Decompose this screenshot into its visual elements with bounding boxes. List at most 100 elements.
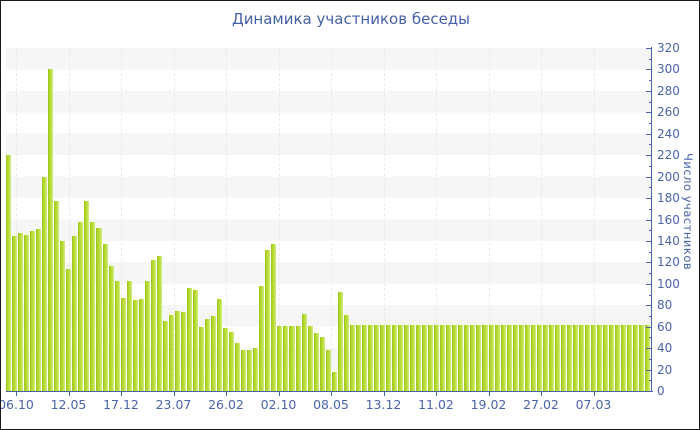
bar[interactable] [536,324,542,391]
bar[interactable] [36,229,42,391]
bar[interactable] [446,324,452,391]
bar[interactable] [458,324,464,391]
bar[interactable] [597,324,603,391]
bar[interactable] [404,324,410,391]
bar[interactable] [229,332,235,391]
bar[interactable] [560,324,566,391]
bar[interactable] [42,176,48,391]
bar[interactable] [434,324,440,391]
bar[interactable] [241,350,247,391]
bar[interactable] [428,324,434,391]
bar[interactable] [367,324,373,391]
bar[interactable] [554,324,560,391]
bar[interactable] [223,327,229,391]
bar[interactable] [247,350,253,391]
bar[interactable] [24,234,30,391]
bar[interactable] [48,69,54,391]
bar[interactable] [337,292,343,391]
bar[interactable] [319,337,325,391]
bar[interactable] [627,324,633,391]
bar[interactable] [301,313,307,391]
bar[interactable] [144,280,150,391]
bar[interactable] [603,324,609,391]
bar[interactable] [217,298,223,391]
bar[interactable] [30,231,36,391]
bar[interactable] [548,324,554,391]
bar[interactable] [633,324,639,391]
bar[interactable] [488,324,494,391]
bar[interactable] [307,325,313,391]
bar[interactable] [108,265,114,391]
bar[interactable] [422,324,428,391]
bar[interactable] [150,260,156,391]
bar[interactable] [585,324,591,391]
bar[interactable] [524,324,530,391]
bar[interactable] [168,314,174,391]
bar[interactable] [132,299,138,391]
bar[interactable] [295,325,301,391]
bar[interactable] [78,221,84,391]
bar[interactable] [235,342,241,391]
bar[interactable] [265,249,271,391]
bar[interactable] [331,371,337,391]
bar[interactable] [349,324,355,391]
bar[interactable] [72,235,78,391]
bar[interactable] [180,311,186,391]
bar[interactable] [114,280,120,391]
bar[interactable] [96,228,102,391]
bar[interactable] [186,288,192,391]
bar[interactable] [259,285,265,391]
bar[interactable] [361,324,367,391]
bar[interactable] [542,324,548,391]
bar[interactable] [84,201,90,391]
bar[interactable] [398,324,404,391]
bar[interactable] [162,321,168,391]
bar[interactable] [392,324,398,391]
bar[interactable] [205,319,211,391]
bar[interactable] [530,324,536,391]
bar[interactable] [476,324,482,391]
bar[interactable] [615,324,621,391]
bar[interactable] [591,324,597,391]
bar[interactable] [410,324,416,391]
bar[interactable] [566,324,572,391]
bar[interactable] [199,326,205,391]
bar[interactable] [343,314,349,391]
bar[interactable] [289,325,295,391]
bar[interactable] [120,297,126,391]
bar[interactable] [253,348,259,391]
bar[interactable] [572,324,578,391]
bar[interactable] [470,324,476,391]
bar[interactable] [271,244,277,391]
bar[interactable] [277,325,283,391]
bar[interactable] [66,268,72,391]
bar[interactable] [54,201,60,391]
bar[interactable] [639,324,645,391]
bar[interactable] [6,155,12,391]
bar[interactable] [452,324,458,391]
bar[interactable] [156,255,162,391]
bar[interactable] [506,324,512,391]
bar[interactable] [325,350,331,391]
bar[interactable] [645,324,651,391]
bar[interactable] [440,324,446,391]
bar[interactable] [138,298,144,391]
bar[interactable] [500,324,506,391]
bar[interactable] [494,324,500,391]
bar[interactable] [174,310,180,391]
bar[interactable] [18,233,24,391]
bar[interactable] [283,325,289,391]
bar[interactable] [60,240,66,391]
bar[interactable] [385,324,391,391]
bar[interactable] [512,324,518,391]
bar[interactable] [464,324,470,391]
bar[interactable] [621,324,627,391]
bar[interactable] [211,315,217,391]
bar[interactable] [373,324,379,391]
bar[interactable] [192,290,198,391]
bar[interactable] [416,324,422,391]
bar[interactable] [482,324,488,391]
bar[interactable] [355,324,361,391]
bar[interactable] [578,324,584,391]
bar[interactable] [126,280,132,391]
